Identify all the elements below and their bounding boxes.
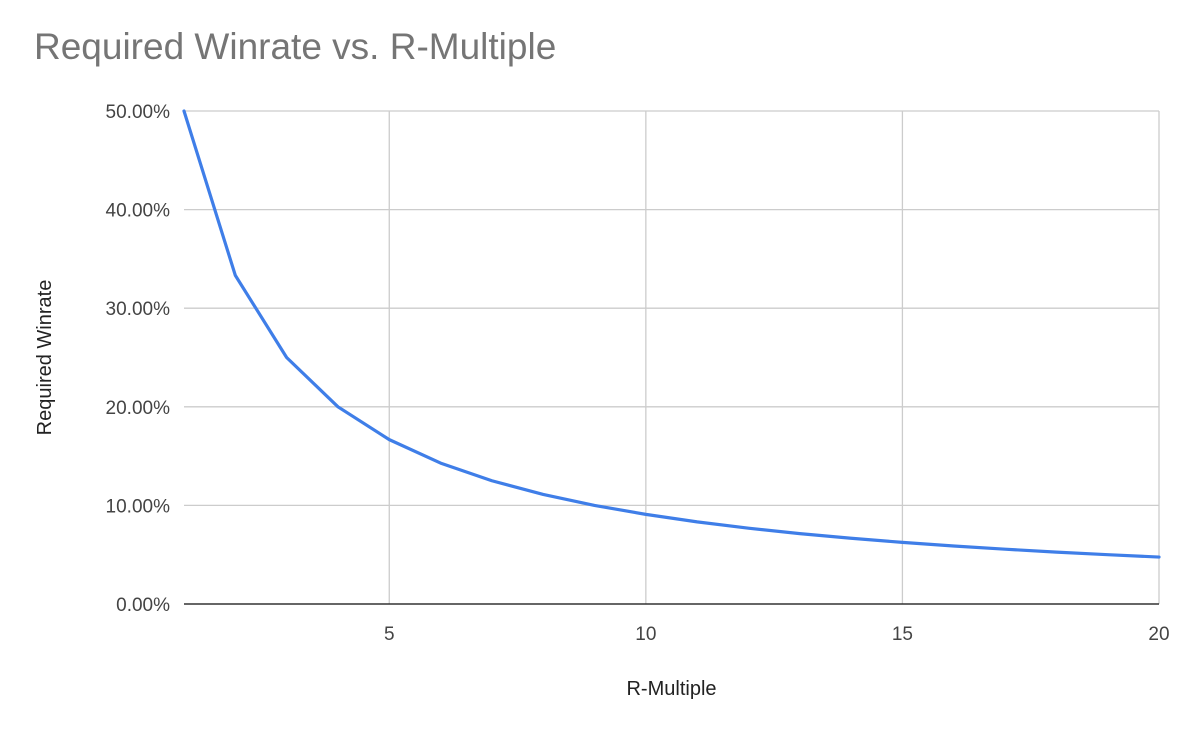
x-tick-label: 10 — [635, 624, 656, 645]
y-tick-label: 10.00% — [106, 496, 171, 517]
x-tick-label: 15 — [892, 624, 913, 645]
series-layer — [182, 109, 1161, 559]
x-tick-label: 5 — [384, 624, 395, 645]
x-tick-label: 20 — [1148, 624, 1169, 645]
y-tick-label: 0.00% — [116, 595, 170, 616]
y-tick-label: 50.00% — [106, 102, 171, 123]
tick-labels: 0.00% 10.00% 20.00% 30.00% 40.00% 50.00% 5 10 15… — [106, 102, 1170, 645]
y-tick-label: 40.00% — [106, 201, 171, 222]
y-tick-label: 20.00% — [106, 398, 171, 419]
x-axis-title: R-Multiple — [626, 678, 716, 700]
series-line — [182, 109, 1161, 559]
chart-title: Required Winrate vs. R-Multiple — [34, 26, 557, 67]
y-tick-label: 30.00% — [106, 299, 171, 320]
y-axis-title: Required Winrate — [34, 280, 56, 436]
grid-lines — [184, 110, 1160, 604]
